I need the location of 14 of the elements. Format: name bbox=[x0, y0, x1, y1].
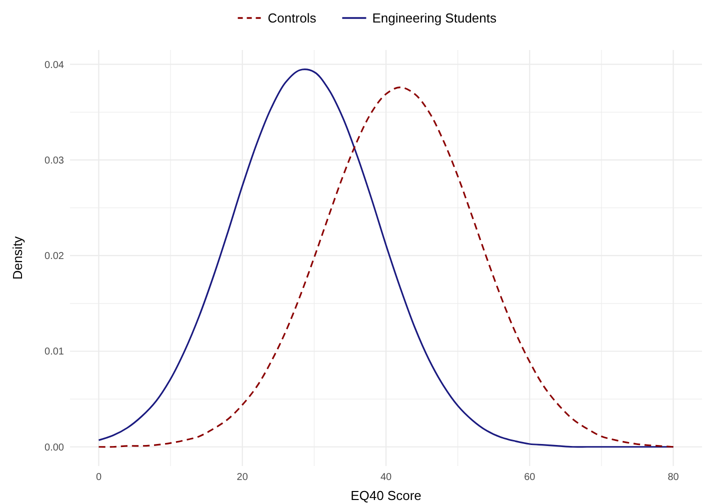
x-tick-label: 40 bbox=[380, 472, 392, 483]
y-axis-title: Density bbox=[10, 236, 25, 280]
x-axis-title: EQ40 Score bbox=[350, 488, 422, 503]
x-tick-label: 80 bbox=[668, 472, 680, 483]
x-tick-label: 20 bbox=[236, 472, 248, 483]
x-tick-label: 0 bbox=[96, 472, 102, 483]
y-tick-label: 0.03 bbox=[44, 155, 64, 166]
y-tick-label: 0.01 bbox=[44, 346, 64, 358]
legend-label: Controls bbox=[268, 10, 317, 26]
legend-label: Engineering Students bbox=[372, 10, 498, 26]
x-tick-label: 60 bbox=[524, 472, 536, 483]
y-tick-label: 0.02 bbox=[44, 251, 64, 262]
y-tick-label: 0.04 bbox=[44, 60, 64, 71]
y-tick-label: 0.00 bbox=[44, 442, 64, 454]
